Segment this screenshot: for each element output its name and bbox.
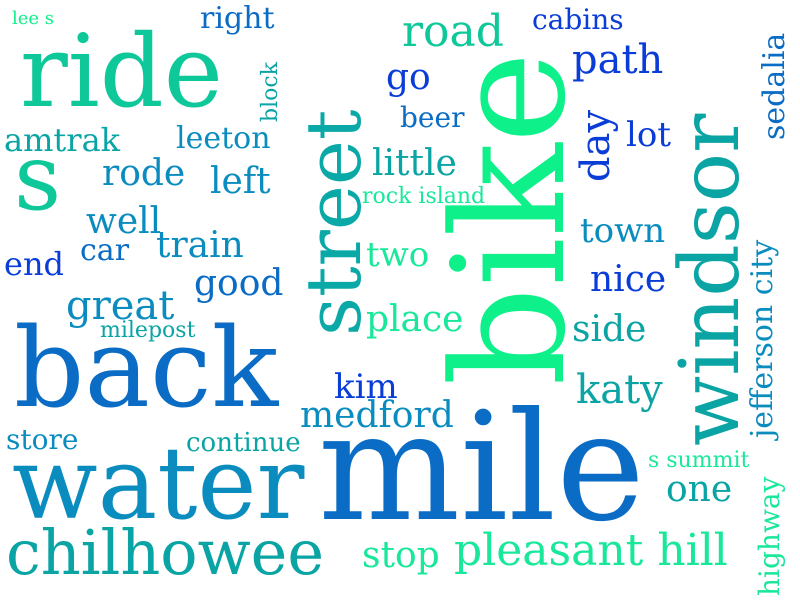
word-chilhowee: chilhowee [6,516,325,589]
word-pleasant-hill: pleasant hill [454,525,728,576]
word-one: one [666,469,733,510]
word-kim: kim [334,367,398,407]
word-block: block [258,61,283,122]
word-car: car [80,233,130,268]
word-side: side [572,309,647,350]
word-water: water [12,425,305,542]
word-stop: stop [362,535,440,576]
word-katy: katy [576,367,663,413]
word-go: go [386,57,431,98]
word-sedalia: sedalia [757,32,792,140]
word-good: good [194,263,284,304]
word-milepost: milepost [100,318,196,343]
word-beer: beer [400,101,465,134]
word-s: s [14,124,62,231]
word-town: town [580,211,666,251]
word-train: train [156,225,244,266]
word-path: path [572,37,664,83]
word-cabins: cabins [532,3,624,36]
word-amtrak: amtrak [4,121,121,159]
word-well: well [86,201,162,242]
word-great: great [66,283,175,329]
word-little: little [372,143,457,184]
word-rode: rode [102,153,186,194]
word-ride: ride [20,13,223,130]
word-two: two [366,235,430,275]
word-street: street [289,109,378,336]
word-place: place [366,299,464,340]
word-road: road [402,6,504,57]
word-highway: highway [753,476,786,596]
word-medford: medford [300,395,454,436]
word-s-summit: s summit [648,448,750,473]
word-mile: mile [318,381,645,555]
word-back: back [14,304,279,432]
word-rock-island: rock island [362,184,486,209]
word-left: left [210,161,271,202]
word-lot: lot [626,115,672,155]
word-leeton: leeton [176,121,271,156]
word-jefferson-city: jefferson city [745,239,780,438]
word-end: end [4,245,65,283]
word-right: right [200,1,275,36]
word-windsor: windsor [663,113,758,446]
word-day: day [573,109,619,182]
word-store: store [6,423,79,456]
word-nice: nice [590,259,667,300]
word-lee-s: lee s [12,8,55,29]
word-continue: continue [186,428,301,458]
